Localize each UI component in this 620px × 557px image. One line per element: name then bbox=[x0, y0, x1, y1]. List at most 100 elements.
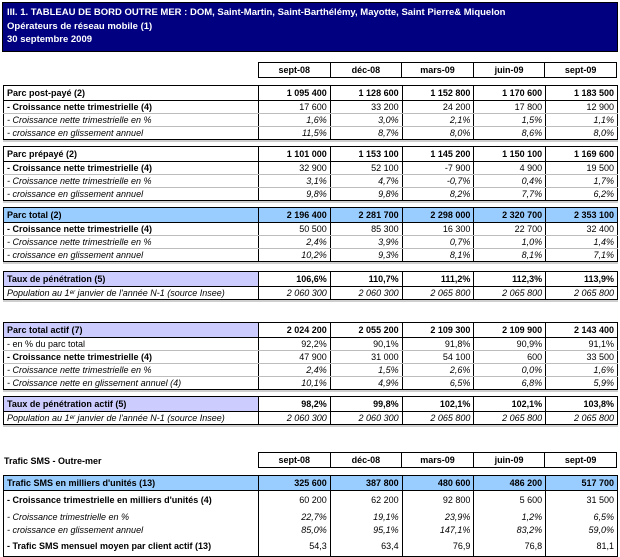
period-column-header: sept-08 bbox=[278, 454, 311, 465]
value-cell: 111,2% bbox=[401, 271, 474, 287]
taux-penetration-table: Taux de pénétration (5) 106,6% 110,7% 111,2… bbox=[3, 270, 618, 300]
value-cell: 0,0% bbox=[473, 363, 546, 377]
value-cell: 2,4% bbox=[258, 235, 331, 249]
value-cell: 10,2% bbox=[258, 248, 331, 261]
value-cell: -0,7% bbox=[401, 174, 474, 188]
taux-penetration-actif-grid: Taux de pénétration actif (5) 98,2% 99,8% 1… bbox=[3, 395, 618, 425]
value-cell: 2 065 800 bbox=[401, 286, 474, 299]
period-column-header: sept-09 bbox=[544, 452, 616, 467]
row-label: - croissance en glissement annuel bbox=[7, 127, 144, 138]
value-cell: 63,4 bbox=[329, 536, 403, 556]
value-cell: 59,0% bbox=[545, 523, 618, 536]
row-label: - Croissance nette trimestrielle (4) bbox=[3, 161, 259, 175]
table-row: - croissance en glissement annuel 85,0% 95… bbox=[4, 523, 618, 536]
table-row: Trafic SMS en milliers d'unités (13) 325 … bbox=[3, 475, 618, 491]
value-cell: 112,3% bbox=[473, 271, 546, 287]
value-cell: 1,2% bbox=[473, 510, 546, 523]
table-row: - en % du parc total 92,2% 90,1% 91,8% 90,9%… bbox=[3, 337, 618, 351]
sms-section-title: Trafic SMS - Outre-mer bbox=[4, 455, 102, 466]
table-row: - Croissance nette trimestrielle (4) 17 6… bbox=[3, 100, 618, 114]
value-cell: 85 300 bbox=[329, 222, 403, 236]
row-label: - en % du parc total bbox=[3, 337, 259, 351]
value-cell: 113,9% bbox=[545, 271, 618, 287]
row-label: - croissance en glissement annuel bbox=[7, 524, 144, 535]
value-cell: 2 060 300 bbox=[258, 411, 331, 424]
value-cell: 2 060 300 bbox=[329, 286, 403, 299]
value-cell: 24 200 bbox=[401, 100, 474, 114]
value-cell: 7,1% bbox=[545, 248, 618, 261]
value-cell: 517 700 bbox=[545, 475, 618, 491]
value-cell: 9,8% bbox=[329, 187, 403, 200]
table-row: - croissance en glissement annuel 11,5% 8,… bbox=[4, 126, 618, 139]
table-row: Taux de pénétration actif (5) 98,2% 99,8% 1… bbox=[3, 396, 618, 412]
value-cell: 16 300 bbox=[401, 222, 474, 236]
value-cell: 3,1% bbox=[258, 174, 331, 188]
value-cell: 2 060 300 bbox=[329, 411, 403, 424]
period-column-header: juin-09 bbox=[472, 62, 545, 77]
value-cell: 50 500 bbox=[258, 222, 331, 236]
table-row: - Croissance nette trimestrielle en % 1,6… bbox=[3, 113, 618, 127]
period-column-header: sept-08 bbox=[278, 64, 311, 75]
table-row: Taux de pénétration (5) 106,6% 110,7% 111,2… bbox=[3, 271, 618, 287]
value-cell: 12 900 bbox=[545, 100, 618, 114]
value-cell: 76,9 bbox=[401, 536, 474, 556]
parc-post-paye-grid: Parc post-payé (2) 1 095 400 1 128 600 1 15… bbox=[3, 84, 618, 140]
value-cell: 2 065 800 bbox=[401, 411, 474, 424]
value-cell: 95,1% bbox=[329, 523, 403, 536]
value-cell: 8,2% bbox=[401, 187, 474, 200]
value-cell: 85,0% bbox=[258, 523, 331, 536]
value-cell: 110,7% bbox=[329, 271, 403, 287]
row-label: Parc prépayé (2) bbox=[3, 146, 259, 162]
table-row: - Croissance trimestrielle en % 22,7% 19,1… bbox=[4, 510, 618, 523]
value-cell: 6,2% bbox=[545, 187, 618, 200]
table-row: Parc total (2) 2 196 400 2 281 700 2 298 00… bbox=[3, 207, 618, 223]
value-cell: 17 800 bbox=[473, 100, 546, 114]
value-cell: 1 153 100 bbox=[329, 146, 403, 162]
report-title-line2: Opérateurs de réseau mobile (1) bbox=[7, 20, 153, 32]
value-cell: 23,9% bbox=[401, 510, 474, 523]
row-label: - Croissance trimestrielle en % bbox=[7, 511, 130, 522]
value-cell: 91,1% bbox=[545, 337, 618, 351]
value-cell: 2 109 300 bbox=[401, 322, 474, 338]
value-cell: 480 600 bbox=[401, 475, 474, 491]
row-label: - Croissance nette trimestrielle en % bbox=[3, 363, 259, 377]
value-cell: 1,7% bbox=[545, 174, 618, 188]
value-cell: 2,6% bbox=[401, 363, 474, 377]
value-cell: 90,9% bbox=[473, 337, 546, 351]
value-cell: 2 109 900 bbox=[473, 322, 546, 338]
value-cell: 1,6% bbox=[545, 363, 618, 377]
row-label: - Croissance nette trimestrielle (4) bbox=[3, 100, 259, 114]
row-label: - Croissance nette trimestrielle en % bbox=[3, 174, 259, 188]
value-cell: 81,1 bbox=[545, 536, 618, 556]
value-cell: 486 200 bbox=[473, 475, 546, 491]
parc-total-grid: Parc total (2) 2 196 400 2 281 700 2 298 00… bbox=[3, 206, 618, 262]
report-body: sept-08 déc-08 mars-09 juin-09 sept-09 Parc … bbox=[0, 61, 620, 557]
row-label: - Croissance nette trimestrielle (4) bbox=[3, 350, 259, 364]
value-cell: 6,5% bbox=[545, 510, 618, 523]
row-label: - Trafic SMS mensuel moyen par client ac… bbox=[7, 540, 212, 551]
table-row: - croissance en glissement annuel 9,8% 9,8… bbox=[4, 187, 618, 200]
table-row: Population au 1ᵉʳ janvier de l'année N-1… bbox=[4, 411, 618, 424]
table-row: Parc prépayé (2) 1 101 000 1 153 100 1 145 … bbox=[3, 146, 618, 162]
value-cell: 32 400 bbox=[545, 222, 618, 236]
value-cell: 1,1% bbox=[545, 113, 618, 127]
value-cell: 32 900 bbox=[258, 161, 331, 175]
value-cell: 92,2% bbox=[258, 337, 331, 351]
value-cell: 147,1% bbox=[401, 523, 474, 536]
row-label: - Croissance nette trimestrielle en % bbox=[3, 235, 259, 249]
value-cell: 1 183 500 bbox=[545, 85, 618, 101]
taux-penetration-grid: Taux de pénétration (5) 106,6% 110,7% 111,2… bbox=[3, 270, 618, 300]
period-header-spacer bbox=[3, 76, 258, 78]
value-cell: 0,7% bbox=[401, 235, 474, 249]
value-cell: 62 200 bbox=[329, 490, 403, 510]
value-cell: 3,9% bbox=[329, 235, 403, 249]
value-cell: 31 000 bbox=[329, 350, 403, 364]
table-row: - Croissance nette en glissement annuel … bbox=[4, 376, 618, 389]
value-cell: 90,1% bbox=[329, 337, 403, 351]
table-row: - Croissance nette trimestrielle en % 2,4… bbox=[3, 363, 618, 377]
value-cell: 1,6% bbox=[258, 113, 331, 127]
value-cell: 2,1% bbox=[401, 113, 474, 127]
row-label: - Croissance nette en glissement annuel … bbox=[7, 377, 182, 388]
value-cell: 83,2% bbox=[473, 523, 546, 536]
sms-period-header-row: Trafic SMS - Outre-mer sept-08 déc-08 mars… bbox=[3, 451, 620, 468]
